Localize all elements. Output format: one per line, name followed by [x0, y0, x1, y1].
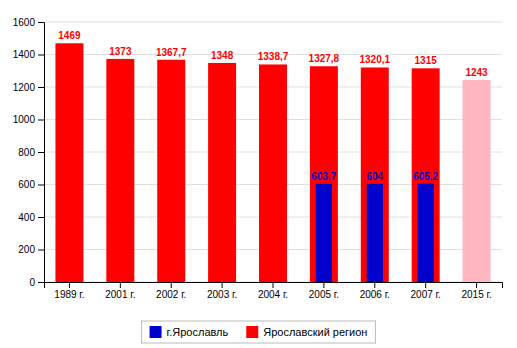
bar-series	[316, 184, 434, 282]
tick: 2001 г.	[105, 282, 135, 300]
legend-frame	[142, 321, 376, 343]
tick-label: 2005 г.	[309, 289, 339, 300]
tick-label: 800	[18, 147, 35, 158]
tick-label: 400	[18, 212, 35, 223]
tick-mark	[69, 282, 70, 288]
tick-mark	[38, 282, 44, 283]
data-label: 1327,8	[309, 53, 340, 64]
tick: 400	[18, 212, 44, 223]
tick-label: 1400	[13, 49, 36, 60]
tick: 2006 г.	[360, 282, 390, 300]
chart: 0 200 400 600 800 1000 1200 1400 1600 1989 г. 2001…	[0, 0, 517, 348]
axis-line	[38, 23, 45, 283]
tick: 600	[18, 179, 44, 190]
bar	[418, 184, 434, 282]
tick-mark	[38, 120, 44, 121]
bar	[367, 184, 383, 282]
bar	[157, 60, 185, 282]
tick-label: 1600	[13, 17, 36, 28]
tick-label: 2006 г.	[360, 289, 390, 300]
tick-mark	[38, 250, 44, 251]
legend-item: г.Ярославль	[150, 326, 229, 338]
tick: 1200	[13, 82, 44, 93]
data-label: 1367,7	[156, 47, 187, 58]
bar	[361, 67, 389, 282]
bar	[463, 80, 491, 282]
data-label: 604	[366, 171, 383, 182]
tick-label: 2007 г.	[411, 289, 441, 300]
tick-mark	[38, 55, 44, 56]
bar	[106, 59, 134, 282]
bar	[316, 184, 332, 282]
grid	[44, 22, 502, 282]
tick: 2003 г.	[207, 282, 237, 300]
tick-mark	[171, 282, 172, 288]
bar	[259, 64, 287, 282]
data-label: 1348	[211, 50, 234, 61]
tick-mark	[38, 22, 44, 23]
tick-mark	[120, 282, 121, 288]
tick-label: 2015 г.	[461, 289, 491, 300]
tick: 2002 г.	[156, 282, 186, 300]
tick: 2004 г.	[258, 282, 288, 300]
tick-mark	[323, 282, 324, 288]
axis-line	[45, 283, 503, 289]
legend-swatch	[150, 326, 162, 338]
bar	[55, 43, 83, 282]
legend-swatch	[246, 326, 258, 338]
tick-label: 1989 г.	[54, 289, 84, 300]
tick-mark	[425, 282, 426, 288]
data-label: 1338,7	[258, 51, 289, 62]
tick-mark	[374, 282, 375, 288]
data-label: 603,7	[311, 171, 336, 182]
tick-label: 2003 г.	[207, 289, 237, 300]
tick: 1600	[13, 17, 44, 28]
tick: 1989 г.	[54, 282, 84, 300]
tick: 800	[18, 147, 44, 158]
legend: г.Ярославль Ярославский регион	[142, 321, 376, 343]
bar	[208, 63, 236, 282]
tick-label: 1000	[13, 114, 36, 125]
tick: 200	[18, 244, 44, 255]
tick-label: 2004 г.	[258, 289, 288, 300]
bars	[55, 43, 490, 282]
tick-mark	[222, 282, 223, 288]
legend-item: Ярославский регион	[246, 326, 367, 338]
tick-mark	[38, 185, 44, 186]
tick-label: 2002 г.	[156, 289, 186, 300]
tick-label: 2001 г.	[105, 289, 135, 300]
tick-mark	[38, 87, 44, 88]
tick: 0	[29, 277, 44, 288]
legend-label: г.Ярославль	[167, 326, 229, 338]
y-axis: 0 200 400 600 800 1000 1200 1400 1600	[13, 17, 45, 288]
tick-mark	[38, 152, 44, 153]
data-label: 1469	[58, 30, 81, 41]
tick-label: 600	[18, 179, 35, 190]
tick: 2007 г.	[411, 282, 441, 300]
bar	[412, 68, 440, 282]
data-labels: 603,7 604 605,2 1469 1373 1367,7 1348 1338,7 132…	[58, 30, 488, 182]
tick-label: 200	[18, 244, 35, 255]
tick-label: 0	[29, 277, 35, 288]
tick-mark	[476, 282, 477, 288]
bar	[310, 66, 338, 282]
x-axis: 1989 г. 2001 г. 2002 г. 2003 г. 2004 г. 2005 …	[45, 282, 503, 300]
data-label: 605,2	[413, 171, 438, 182]
data-label: 1243	[465, 67, 488, 78]
tick-label: 1200	[13, 82, 36, 93]
tick: 1400	[13, 49, 44, 60]
tick-mark	[38, 217, 44, 218]
data-label: 1373	[109, 46, 132, 57]
tick: 2005 г.	[309, 282, 339, 300]
tick-mark	[273, 282, 274, 288]
tick: 1000	[13, 114, 44, 125]
bar-series	[55, 43, 490, 282]
legend-label: Ярославский регион	[263, 326, 367, 338]
data-label: 1315	[415, 55, 438, 66]
grid-line	[44, 22, 502, 23]
data-label: 1320,1	[359, 54, 390, 65]
tick: 2015 г.	[461, 282, 491, 300]
